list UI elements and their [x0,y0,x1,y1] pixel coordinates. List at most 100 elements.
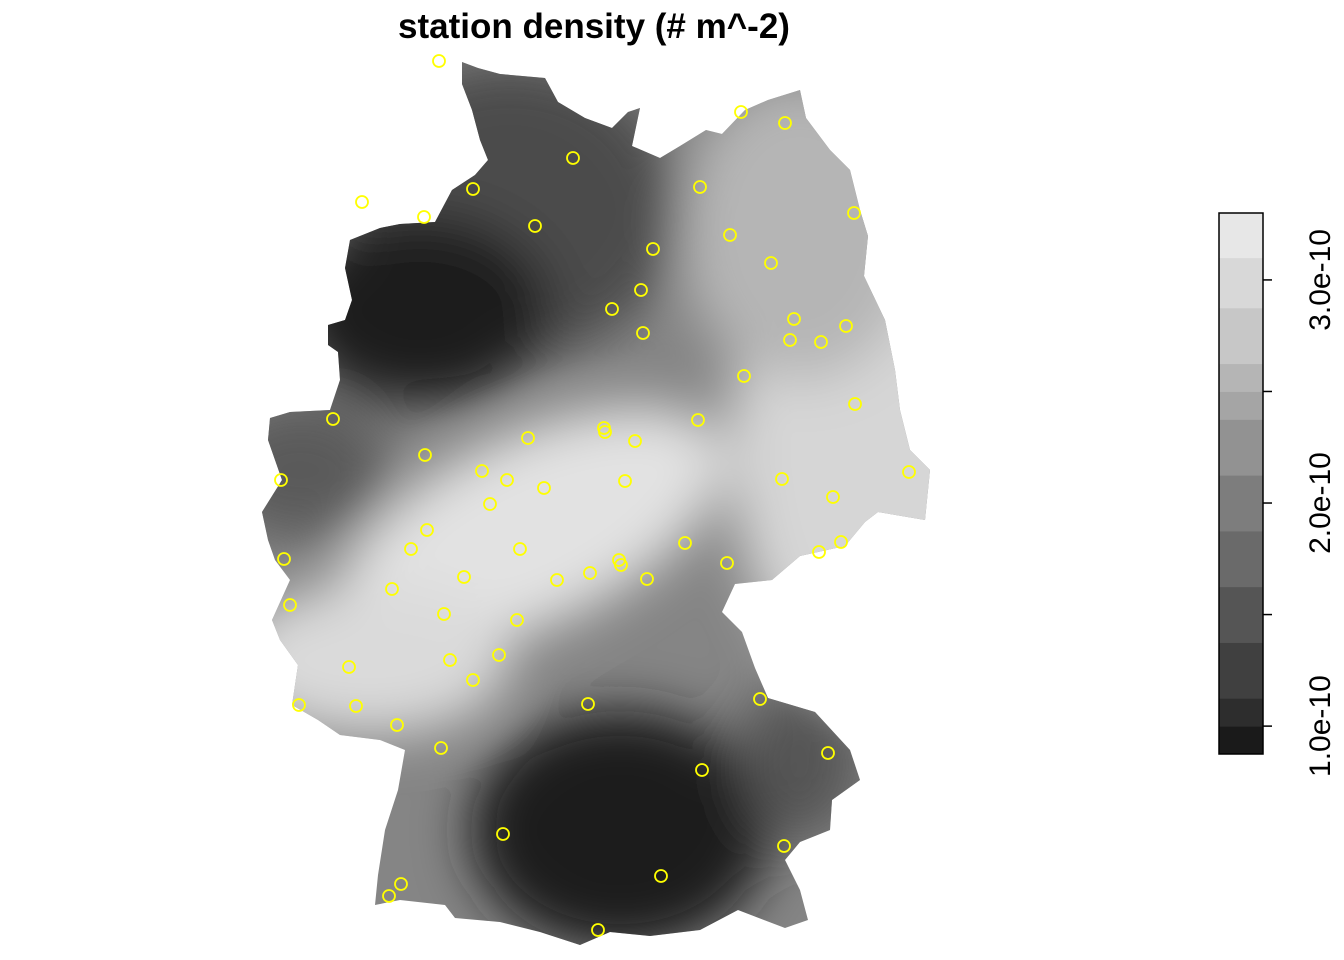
station-marker [695,763,709,777]
station-marker [277,552,291,566]
station-marker [775,472,789,486]
station-marker [598,425,612,439]
station-marker [443,653,457,667]
station-marker [734,105,748,119]
station-marker [783,333,797,347]
station-marker [434,741,448,755]
colorbar-swatch [1219,642,1263,699]
station-marker [720,556,734,570]
colorbar-swatch [1219,726,1263,755]
station-marker [528,219,542,233]
station-marker [283,598,297,612]
colorbar-swatch [1219,475,1263,532]
station-marker [404,542,418,556]
station-marker [654,869,668,883]
colorbar-swatch [1219,586,1263,643]
station-marker [417,210,431,224]
station-marker [678,536,692,550]
colorbar-swatch [1219,530,1263,588]
station-marker [418,448,432,462]
station-marker [500,473,514,487]
colorbar-swatch [1219,257,1263,309]
station-marker [510,613,524,627]
station-marker [521,431,535,445]
raster-west-mid [262,400,390,540]
station-marker [326,412,340,426]
raster-center-high [335,406,725,654]
colorbar-frame [1218,212,1264,755]
station-marker [847,206,861,220]
station-marker [394,877,408,891]
density-raster [262,62,930,945]
colorbar-legend: 1.0e-10 2.0e-10 3.0e-10 [1218,212,1337,777]
station-marker [457,570,471,584]
station-marker [753,692,767,706]
station-marker [839,319,853,333]
station-marker [605,302,619,316]
colorbar-swatch [1219,419,1263,476]
station-marker [583,566,597,580]
station-marker [636,326,650,340]
station-marker [581,697,595,711]
station-marker [390,718,404,732]
station-marker [466,182,480,196]
station-marker [737,369,751,383]
station-marker [274,473,288,487]
map-title: station density (# m^-2) [398,7,790,46]
station-marker [537,481,551,495]
raster-northwest-low [290,215,550,405]
colorbar-swatch [1219,213,1263,259]
station-marker [848,397,862,411]
colorbar-ticks: 1.0e-10 2.0e-10 3.0e-10 [1263,229,1337,777]
station-marker [693,180,707,194]
station-marker [437,607,451,621]
station-marker [814,335,828,349]
station-marker [432,54,446,68]
raster-south-low [470,710,770,945]
station-marker [618,474,632,488]
raster-northeast-mid [680,80,920,380]
station-marker [513,542,527,556]
colorbar-swatch [1219,698,1263,727]
station-marker [483,497,497,511]
colorbar-swatch [1219,363,1263,392]
station-marker [349,699,363,713]
station-marker [834,535,848,549]
colorbar-tick-label: 2.0e-10 [1304,452,1337,554]
station-marker [566,151,580,165]
station-markers [274,54,916,937]
station-marker [420,523,434,537]
station-marker [496,827,510,841]
station-marker [646,242,660,256]
station-marker [492,648,506,662]
station-marker [591,923,605,937]
colorbar-swatch [1219,307,1263,365]
colorbar-tick-label: 1.0e-10 [1304,675,1337,777]
station-marker [550,573,564,587]
station-marker [382,889,396,903]
station-marker [812,545,826,559]
station-marker [292,698,306,712]
station-marker [628,434,642,448]
colorbar-swatch [1219,391,1263,420]
colorbar-tick-label: 3.0e-10 [1304,229,1337,331]
station-marker [634,283,648,297]
station-marker [723,228,737,242]
station-marker [466,673,480,687]
colorbar-swatches [1219,213,1263,755]
raster-smooth-field [262,62,930,945]
station-marker [787,312,801,326]
station-marker [826,490,840,504]
station-marker [764,256,778,270]
station-marker [342,660,356,674]
station-marker [355,195,369,209]
station-marker [902,465,916,479]
station-marker [691,413,705,427]
station-marker [614,558,628,572]
station-marker [778,116,792,130]
station-marker [475,464,489,478]
raster-southwest-high [262,585,510,735]
station-marker [821,746,835,760]
station-marker [385,582,399,596]
